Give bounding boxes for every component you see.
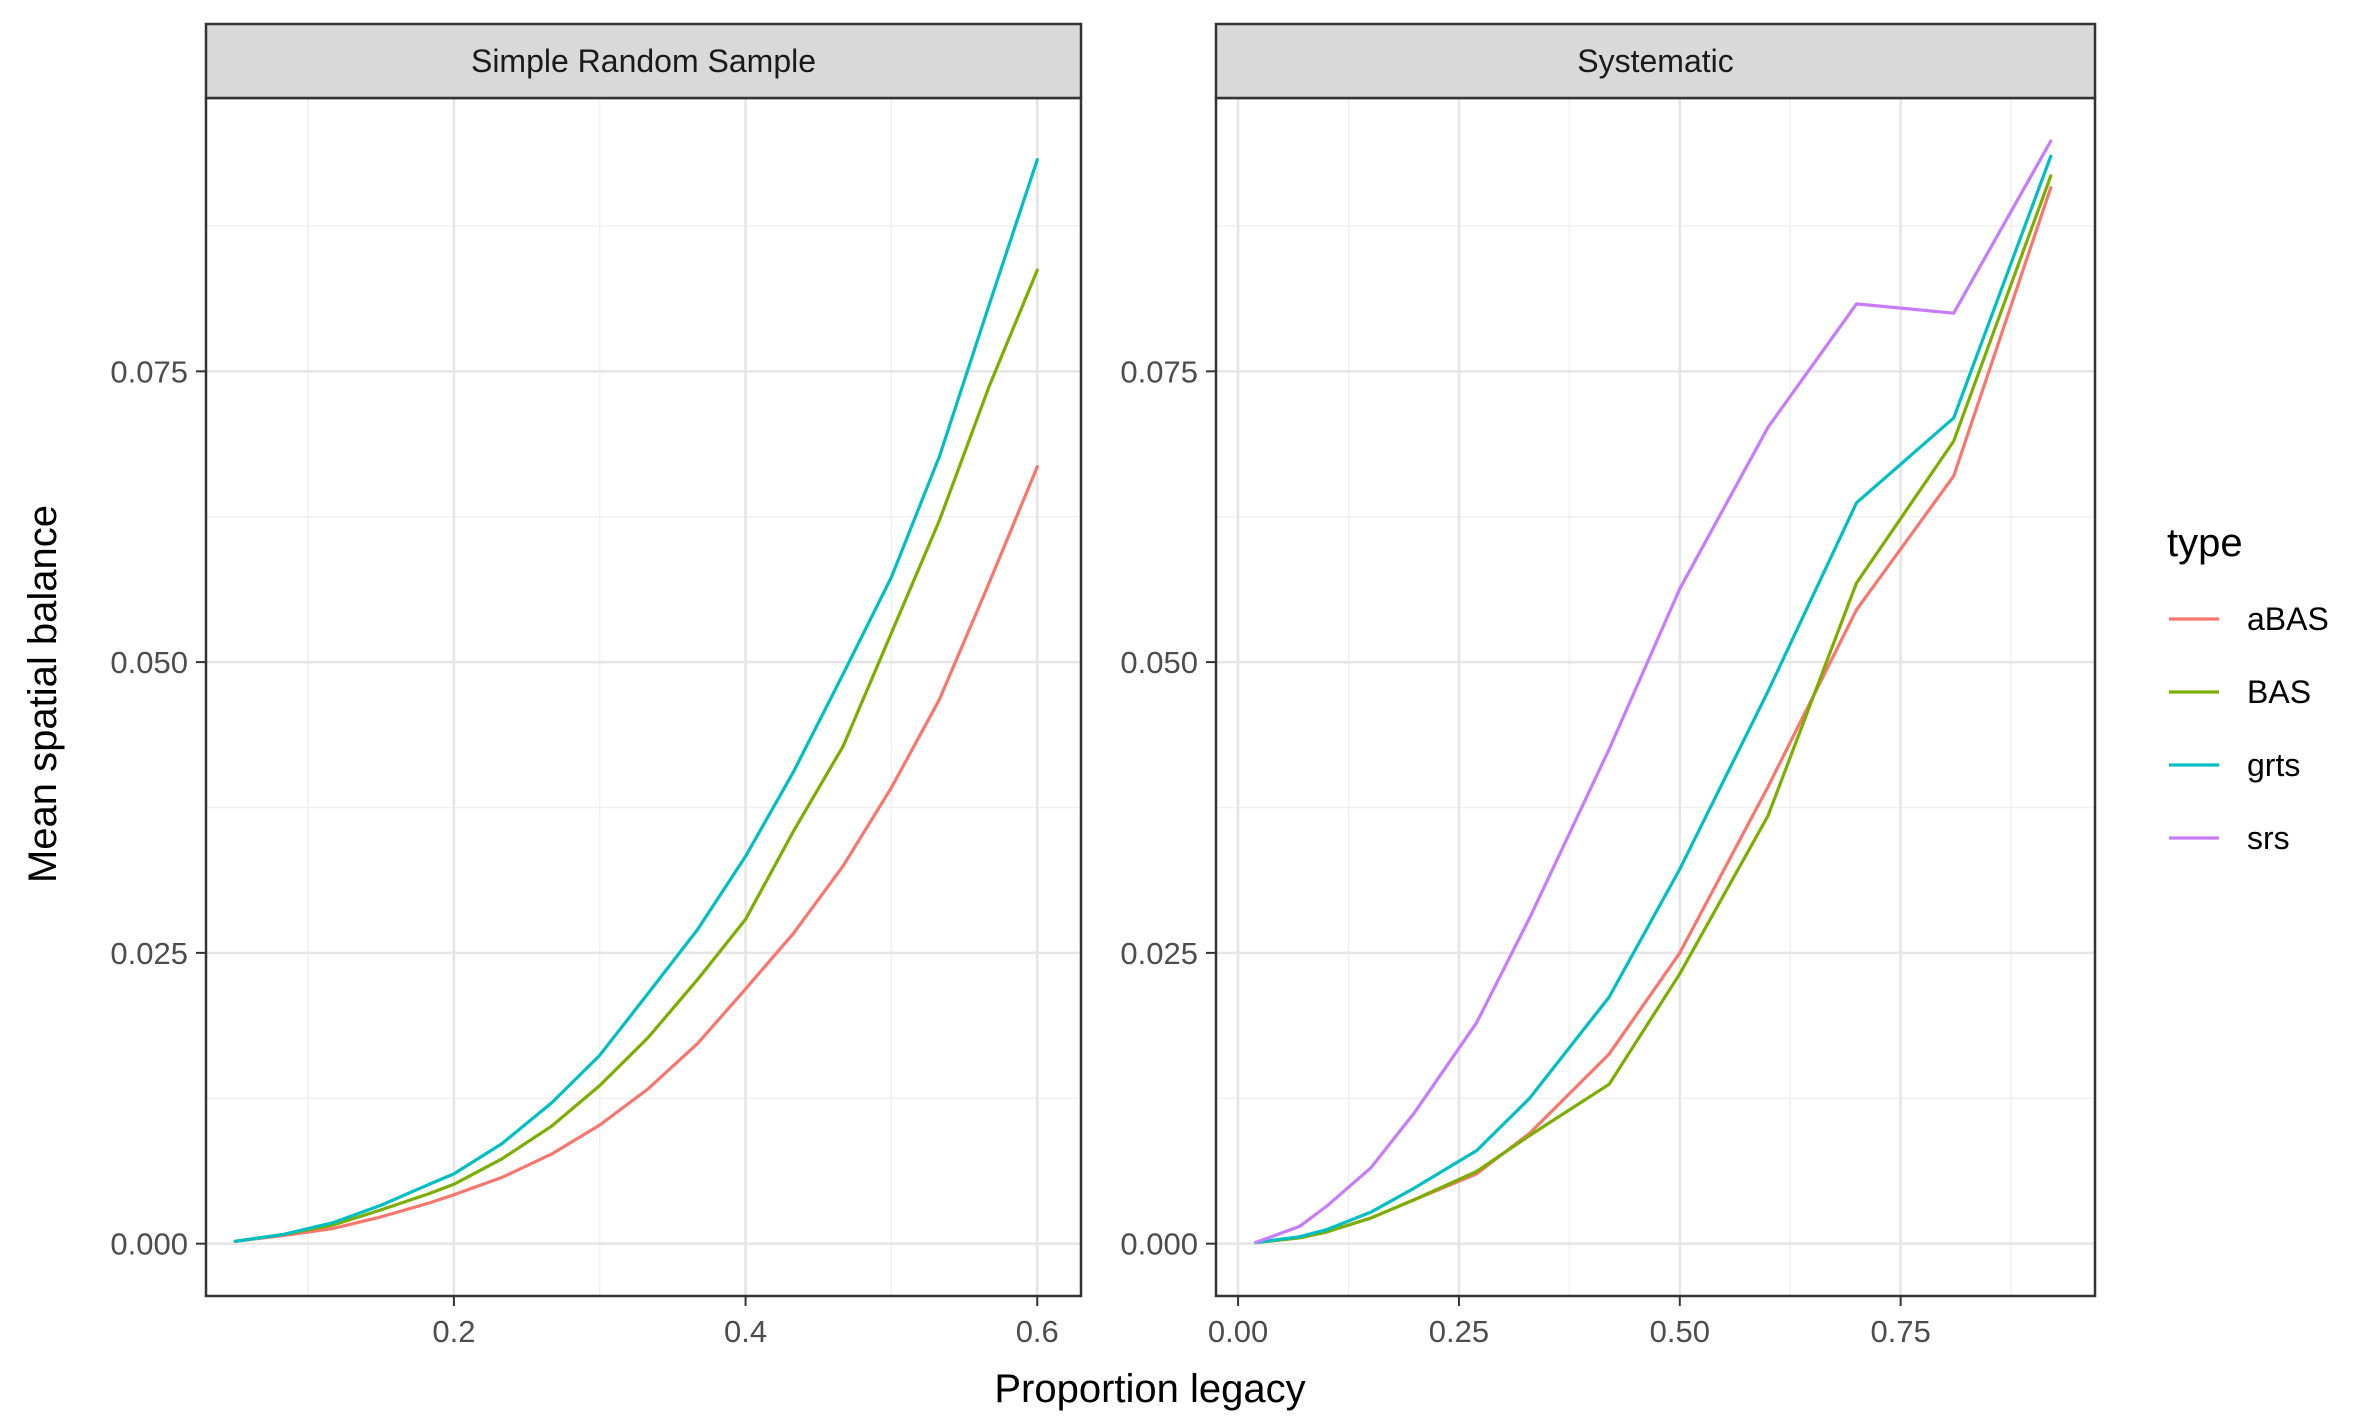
panel-background [206,98,1081,1296]
series-line-BAS [1254,174,2053,1245]
series-line-srs [1254,139,2053,1245]
y-tick-label: 0.050 [1120,645,1198,680]
series-line-grts [233,158,1039,1243]
chart-panels: 0.2 0.4 0.6 0.000 0.025 0.050 0.075 Simple Rand… [110,22,2097,1349]
facet-strip-label: Simple Random Sample [471,43,816,79]
x-tick-label: 0.75 [1870,1314,1930,1349]
panel-background [1216,98,2095,1296]
series-line-aBAS [233,465,1039,1243]
x-tick-label: 0.6 [1016,1314,1059,1349]
panel-2: 0.00 0.25 0.50 0.75 0.000 0.025 0.050 0.075 Syst… [1120,22,2097,1349]
legend-label-BAS: BAS [2247,674,2311,710]
y-tick-label: 0.075 [110,354,188,389]
x-tick-label: 0.4 [724,1314,767,1349]
y-tick-label: 0.050 [110,645,188,680]
y-tick-label: 0.000 [1120,1227,1198,1262]
legend: type aBAS BAS grts srs [2167,521,2329,856]
y-tick-label: 0.000 [110,1227,188,1262]
facet-strip [1214,22,2097,100]
x-tick-label: 0.50 [1650,1314,1710,1349]
x-tick-label: 0.00 [1208,1314,1268,1349]
x-tick-label: 0.25 [1429,1314,1489,1349]
series-line-BAS [233,268,1039,1243]
legend-label-srs: srs [2247,820,2290,856]
y-axis-title: Mean spatial balance [21,505,65,883]
legend-label-aBAS: aBAS [2247,601,2329,637]
x-tick-label: 0.2 [432,1314,475,1349]
legend-label-grts: grts [2247,747,2300,783]
y-tick-label: 0.025 [110,936,188,971]
panel-1: 0.2 0.4 0.6 0.000 0.025 0.050 0.075 Simple Rand… [110,22,1083,1349]
facet-strip-label: Systematic [1577,43,1733,79]
legend-title: type [2167,521,2243,565]
y-tick-label: 0.025 [1120,936,1198,971]
series-line-grts [1254,154,2053,1245]
x-axis-title: Proportion legacy [994,1367,1305,1411]
y-tick-label: 0.075 [1120,354,1198,389]
facet-strip [204,22,1083,100]
